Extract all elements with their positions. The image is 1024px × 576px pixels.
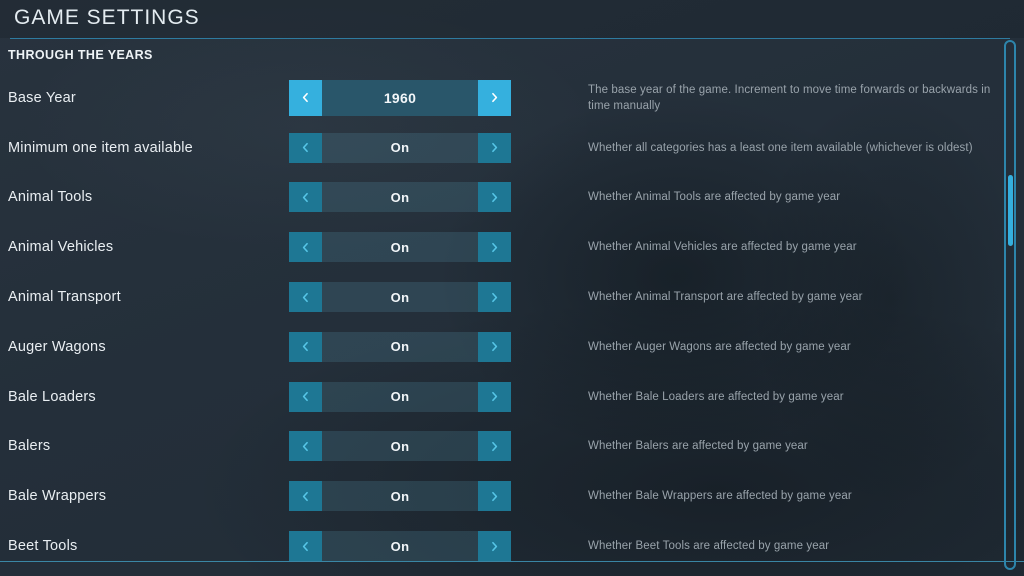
- chevron-right-icon: [492, 541, 498, 551]
- chevron-right-icon: [492, 292, 498, 302]
- increase-button[interactable]: [478, 531, 511, 562]
- chevron-left-icon: [302, 192, 308, 203]
- page-title: GAME SETTINGS: [14, 6, 200, 29]
- setting-description: Whether Balers are affected by game year: [588, 440, 808, 453]
- setting-description: The base year of the game. Increment to …: [588, 83, 991, 112]
- setting-value: 1960: [322, 79, 478, 116]
- decrease-button[interactable]: [289, 381, 322, 412]
- increase-button[interactable]: [478, 79, 511, 116]
- setting-row: Animal Transport On Whether Animal Trans…: [0, 272, 1024, 322]
- setting-row: Minimum one item available On Whether al…: [0, 123, 1024, 173]
- decrease-button[interactable]: [289, 431, 322, 462]
- chevron-left-icon: [302, 392, 308, 402]
- chevron-right-icon: [492, 93, 498, 103]
- setting-description: Whether Animal Vehicles are affected by …: [588, 241, 857, 254]
- chevron-right-icon: [492, 342, 498, 352]
- setting-label: Animal Vehicles: [8, 239, 114, 256]
- increase-button[interactable]: [478, 331, 511, 362]
- setting-description: Whether Bale Loaders are affected by gam…: [588, 390, 844, 403]
- increase-button[interactable]: [478, 481, 511, 512]
- value-stepper: On: [289, 531, 511, 562]
- setting-description: Whether all categories has a least one i…: [588, 141, 973, 154]
- value-stepper: On: [289, 431, 511, 462]
- setting-label: Bale Loaders: [8, 388, 96, 405]
- chevron-right-icon: [492, 143, 498, 153]
- increase-button[interactable]: [478, 381, 511, 412]
- value-stepper: On: [289, 282, 511, 313]
- setting-label: Minimum one item available: [8, 139, 193, 156]
- decrease-button[interactable]: [289, 531, 322, 562]
- decrease-button[interactable]: [289, 79, 322, 116]
- setting-label: Beet Tools: [8, 538, 78, 555]
- chevron-left-icon: [302, 541, 308, 551]
- setting-value: On: [322, 282, 478, 313]
- setting-label: Animal Tools: [8, 189, 93, 206]
- setting-value: On: [322, 331, 478, 362]
- chevron-left-icon: [302, 242, 308, 252]
- setting-label: Animal Transport: [8, 289, 121, 306]
- setting-description: Whether Animal Transport are affected by…: [588, 291, 863, 304]
- setting-label: Base Year: [8, 89, 76, 106]
- increase-button[interactable]: [478, 182, 511, 213]
- decrease-button[interactable]: [289, 481, 322, 512]
- setting-value: On: [322, 132, 478, 163]
- setting-row: Bale Loaders On Whether Bale Loaders are…: [0, 372, 1024, 422]
- increase-button[interactable]: [478, 431, 511, 462]
- value-stepper: On: [289, 381, 511, 412]
- setting-label: Bale Wrappers: [8, 488, 107, 505]
- setting-description: Whether Bale Wrappers are affected by ga…: [588, 490, 852, 503]
- setting-value: On: [322, 481, 478, 512]
- setting-label: Balers: [8, 438, 51, 455]
- setting-description: Whether Beet Tools are affected by game …: [588, 540, 830, 553]
- setting-row: Animal Tools On Whether Animal Tools are…: [0, 173, 1024, 223]
- setting-value: On: [322, 531, 478, 562]
- decrease-button[interactable]: [289, 331, 322, 362]
- chevron-left-icon: [302, 292, 308, 302]
- chevron-left-icon: [302, 491, 308, 501]
- decrease-button[interactable]: [289, 132, 322, 163]
- setting-row: Base Year 1960 The base year of the game…: [0, 73, 1024, 123]
- chevron-right-icon: [492, 392, 498, 402]
- scrollbar[interactable]: [1004, 40, 1016, 570]
- decrease-button[interactable]: [289, 182, 322, 213]
- setting-value: On: [322, 182, 478, 213]
- title-bar: [0, 0, 1024, 38]
- setting-row: Balers On Whether Balers are affected by…: [0, 422, 1024, 472]
- settings-list: Base Year 1960 The base year of the game…: [0, 73, 1024, 562]
- scrollbar-thumb[interactable]: [1007, 175, 1013, 246]
- setting-row: Animal Vehicles On Whether Animal Vehicl…: [0, 222, 1024, 272]
- setting-row: Bale Wrappers On Whether Bale Wrappers a…: [0, 471, 1024, 521]
- value-stepper: On: [289, 182, 511, 213]
- chevron-right-icon: [492, 192, 498, 203]
- value-stepper: On: [289, 481, 511, 512]
- value-stepper: 1960: [289, 79, 511, 116]
- chevron-left-icon: [302, 143, 308, 153]
- value-stepper: On: [289, 132, 511, 163]
- setting-label: Auger Wagons: [8, 338, 106, 355]
- setting-value: On: [322, 232, 478, 263]
- setting-row: Auger Wagons On Whether Auger Wagons are…: [0, 322, 1024, 372]
- setting-row: Beet Tools On Whether Beet Tools are aff…: [0, 521, 1024, 562]
- setting-value: On: [322, 381, 478, 412]
- value-stepper: On: [289, 331, 511, 362]
- increase-button[interactable]: [478, 282, 511, 313]
- section-title: THROUGH THE YEARS: [8, 48, 153, 62]
- chevron-right-icon: [492, 491, 498, 501]
- setting-description: Whether Animal Tools are affected by gam…: [588, 191, 841, 204]
- bottom-divider: [0, 561, 1024, 562]
- chevron-left-icon: [302, 441, 308, 452]
- chevron-right-icon: [492, 242, 498, 252]
- header-divider: [10, 38, 1010, 39]
- chevron-left-icon: [302, 93, 308, 103]
- decrease-button[interactable]: [289, 282, 322, 313]
- value-stepper: On: [289, 232, 511, 263]
- setting-value: On: [322, 431, 478, 462]
- chevron-left-icon: [302, 342, 308, 352]
- decrease-button[interactable]: [289, 232, 322, 263]
- increase-button[interactable]: [478, 232, 511, 263]
- setting-description: Whether Auger Wagons are affected by gam…: [588, 340, 851, 353]
- chevron-right-icon: [492, 441, 498, 452]
- increase-button[interactable]: [478, 132, 511, 163]
